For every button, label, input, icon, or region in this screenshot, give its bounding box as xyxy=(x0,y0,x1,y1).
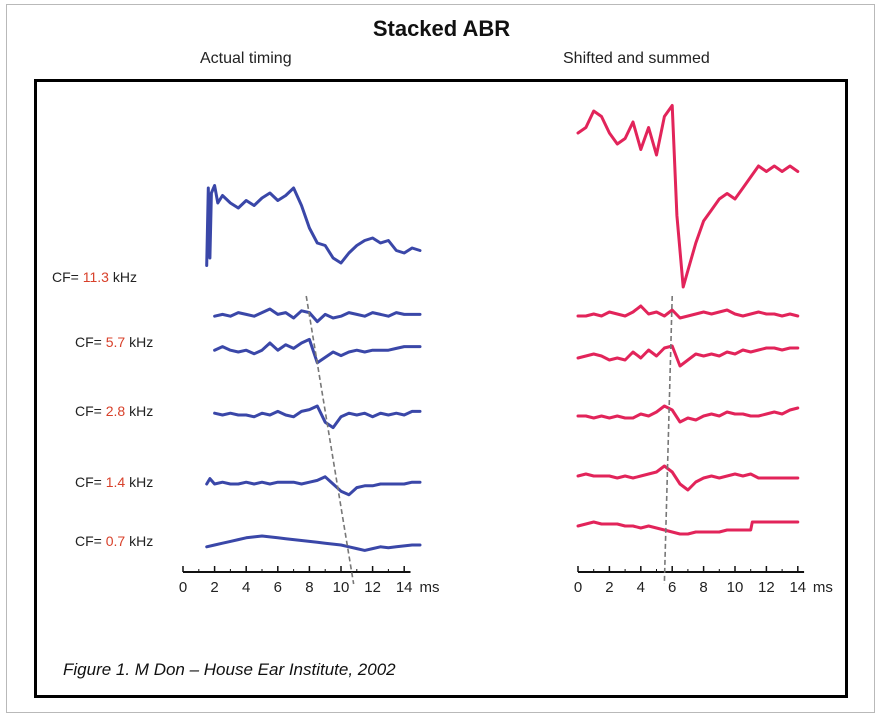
x-tick-label: 8 xyxy=(305,579,313,596)
cf-value: 2.8 xyxy=(106,403,126,419)
abr-trace-1 xyxy=(205,184,422,267)
cf-unit: kHz xyxy=(125,533,153,549)
cf-value: 0.7 xyxy=(106,533,126,549)
cf-label-3: CF= 2.8 kHz xyxy=(75,403,153,419)
x-tick-label: 4 xyxy=(637,579,645,596)
x-tick-label: 0 xyxy=(574,579,582,596)
x-tick-label: 10 xyxy=(727,579,744,596)
x-tick-label: 14 xyxy=(396,579,413,596)
x-tick-label: 14 xyxy=(789,579,806,596)
x-axis-unit: ms xyxy=(419,579,439,596)
abr-trace-2 xyxy=(213,307,422,324)
cf-unit: kHz xyxy=(125,403,153,419)
x-tick-label: 10 xyxy=(333,579,350,596)
cf-value: 5.7 xyxy=(106,334,126,350)
x-tick-label: 2 xyxy=(210,579,218,596)
x-tick-label: 12 xyxy=(758,579,775,596)
x-axis-unit: ms xyxy=(813,579,833,596)
abr-trace-5 xyxy=(205,475,422,497)
abr-trace-4 xyxy=(576,404,800,424)
cf-label-4: CF= 1.4 kHz xyxy=(75,474,153,490)
abr-trace-6 xyxy=(205,534,422,552)
left-panel-subtitle: Actual timing xyxy=(200,50,292,67)
cf-unit: kHz xyxy=(125,474,153,490)
abr-trace-1 xyxy=(576,104,800,289)
x-tick-label: 12 xyxy=(364,579,381,596)
plot-frame xyxy=(34,79,848,698)
latency-dashed-line xyxy=(305,295,355,585)
cf-label-5: CF= 0.7 kHz xyxy=(75,533,153,549)
cf-prefix: CF= xyxy=(75,533,106,549)
figure-frame xyxy=(6,4,875,713)
x-tick-label: 0 xyxy=(179,579,187,596)
right-panel-subtitle: Shifted and summed xyxy=(563,50,710,67)
abr-trace-3 xyxy=(576,344,800,368)
cf-prefix: CF= xyxy=(75,403,106,419)
cf-label-2: CF= 5.7 kHz xyxy=(75,334,153,350)
abr-trace-4 xyxy=(213,404,422,430)
cf-prefix: CF= xyxy=(75,474,106,490)
cf-prefix: CF= xyxy=(52,269,83,285)
x-tick-label: 4 xyxy=(242,579,250,596)
x-tick-label: 6 xyxy=(274,579,282,596)
latency-dashed-line xyxy=(663,295,673,585)
cf-prefix: CF= xyxy=(75,334,106,350)
x-tick-label: 6 xyxy=(668,579,676,596)
abr-trace-5 xyxy=(576,464,800,492)
cf-label-1: CF= 11.3 kHz xyxy=(52,269,137,285)
abr-trace-6 xyxy=(576,520,800,536)
chart-title: Stacked ABR xyxy=(372,16,511,41)
figure-caption: Figure 1. M Don – House Ear Institute, 2… xyxy=(63,660,396,679)
cf-unit: kHz xyxy=(109,269,137,285)
cf-value: 11.3 xyxy=(83,269,109,285)
x-tick-label: 2 xyxy=(605,579,613,596)
abr-trace-2 xyxy=(576,304,800,320)
cf-unit: kHz xyxy=(125,334,153,350)
x-tick-label: 8 xyxy=(699,579,707,596)
cf-value: 1.4 xyxy=(106,474,126,490)
